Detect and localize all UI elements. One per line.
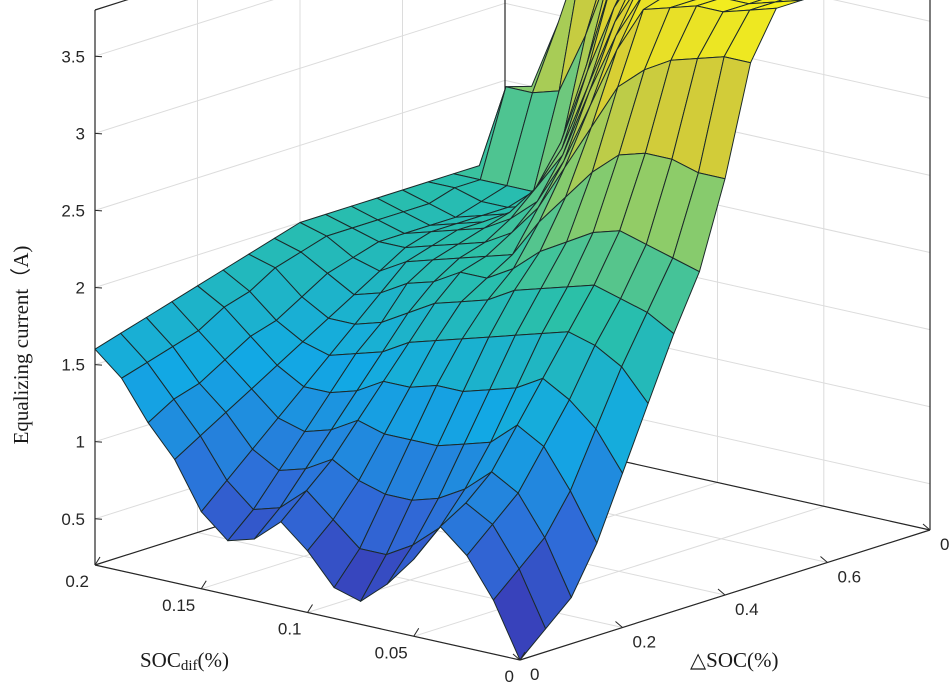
- z-tick-mark: [94, 518, 103, 520]
- z-tick-mark: [94, 55, 103, 58]
- x-tick-mark: [307, 604, 313, 613]
- x-tick-mark: [519, 651, 526, 661]
- z-tick-label: 2: [76, 279, 85, 298]
- z-tick-mark: [94, 287, 103, 289]
- x-tick-label: 0.15: [162, 596, 195, 615]
- z-tick-label: 2.5: [61, 201, 85, 220]
- z-tick-mark: [94, 441, 103, 443]
- x-tick-mark: [413, 627, 420, 637]
- z-tick-mark: [94, 132, 103, 135]
- z-tick-label: 1.5: [61, 356, 85, 375]
- x-tick-label: 0: [505, 667, 514, 686]
- x-axis-label-main: SOC: [140, 648, 181, 672]
- surface-mesh: [94, 0, 805, 661]
- y-tick-label: 0.4: [735, 600, 759, 619]
- y-tick-mark: [512, 653, 521, 661]
- z-tick-label: 3: [76, 124, 85, 143]
- surface-face: [492, 568, 547, 661]
- x-tick-mark: [200, 580, 207, 590]
- y-tick-label: 0.2: [633, 633, 657, 652]
- x-axis-label-suffix: (%): [198, 648, 229, 672]
- z-axis-label: Equalizing current（A): [9, 246, 33, 445]
- x-tick-label: 0.1: [278, 620, 302, 639]
- y-tick-label: 0: [530, 665, 539, 684]
- surface-face: [729, 0, 763, 5]
- x-tick-label: 0.2: [65, 572, 89, 591]
- y-tick-mark: [922, 523, 931, 531]
- x-tick-mark: [94, 556, 101, 566]
- z-tick-label: 0.5: [61, 510, 85, 529]
- grid-line-right-wall: [832, 0, 931, 22]
- x-axis-label-sub: dif: [181, 658, 198, 674]
- z-tick-mark: [94, 209, 103, 212]
- grid-line-left-wall: [94, 0, 274, 57]
- y-tick-mark: [615, 621, 623, 628]
- y-tick-mark: [717, 588, 726, 596]
- z-tick-label: 3.5: [61, 47, 85, 66]
- y-axis-label: △SOC(%): [690, 648, 778, 672]
- y-tick-label: 0.6: [838, 568, 862, 587]
- tick-layer: 0.5 1 1.5 2 2.5 3 3.5 0 0.05 0.1 0.15 0.2 0 0.2 0.4 0.6…: [61, 47, 950, 686]
- z-tick-label: 1: [76, 433, 85, 452]
- x-axis-label: SOCdif(%): [140, 648, 229, 674]
- x-tick-label: 0.05: [375, 643, 408, 662]
- z-tick-mark: [94, 364, 103, 366]
- y-tick-mark: [820, 556, 828, 563]
- y-tick-label: 0.8: [940, 535, 950, 554]
